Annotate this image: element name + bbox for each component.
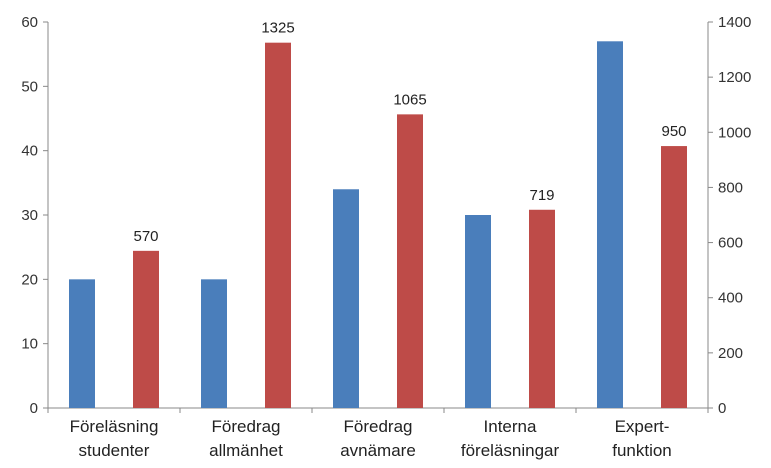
right-tick-label: 800 xyxy=(718,179,743,196)
data-label: 1325 xyxy=(261,20,294,37)
category-label: allmänhet xyxy=(209,441,283,460)
bar-series-1 xyxy=(69,279,95,408)
category-label: Föreläsning xyxy=(70,417,159,436)
right-tick-label: 400 xyxy=(718,290,743,307)
category-label: studenter xyxy=(79,441,150,460)
bar-series-1 xyxy=(597,41,623,409)
category-label: avnämare xyxy=(340,441,416,460)
data-label: 719 xyxy=(529,187,554,204)
category-label: funktion xyxy=(612,441,672,460)
right-tick-label: 0 xyxy=(718,400,726,417)
right-tick-label: 600 xyxy=(718,235,743,252)
chart-bars xyxy=(69,41,687,409)
right-tick-label: 1400 xyxy=(718,14,751,31)
category-label: Expert- xyxy=(615,417,670,436)
left-tick-label: 50 xyxy=(21,78,38,95)
bar-series-2 xyxy=(397,114,423,408)
data-label: 1065 xyxy=(393,91,426,108)
bar-series-2 xyxy=(133,250,159,408)
data-label: 950 xyxy=(661,123,686,140)
chart-labels: 570 Föreläsning studenter 1325 Föredrag allmä… xyxy=(70,20,687,460)
left-tick-label: 20 xyxy=(21,271,38,288)
bar-series-2 xyxy=(529,209,555,408)
bar-series-1 xyxy=(465,215,491,408)
left-tick-label: 60 xyxy=(21,14,38,31)
left-tick-label: 30 xyxy=(21,207,38,224)
left-tick-label: 40 xyxy=(21,143,38,160)
right-tick-label: 1200 xyxy=(718,69,751,86)
bar-series-2 xyxy=(265,42,291,409)
bar-series-2 xyxy=(661,146,687,409)
left-tick-label: 10 xyxy=(21,336,38,353)
data-label: 570 xyxy=(133,228,158,245)
category-label: Föredrag xyxy=(212,417,281,436)
category-label: föreläsningar xyxy=(461,441,560,460)
category-label: Interna xyxy=(484,417,537,436)
right-tick-label: 1000 xyxy=(718,124,751,141)
category-label: Föredrag xyxy=(344,417,413,436)
left-tick-label: 0 xyxy=(30,400,38,417)
bar-series-1 xyxy=(333,189,359,408)
bar-series-1 xyxy=(201,279,227,408)
right-tick-label: 200 xyxy=(718,345,743,362)
